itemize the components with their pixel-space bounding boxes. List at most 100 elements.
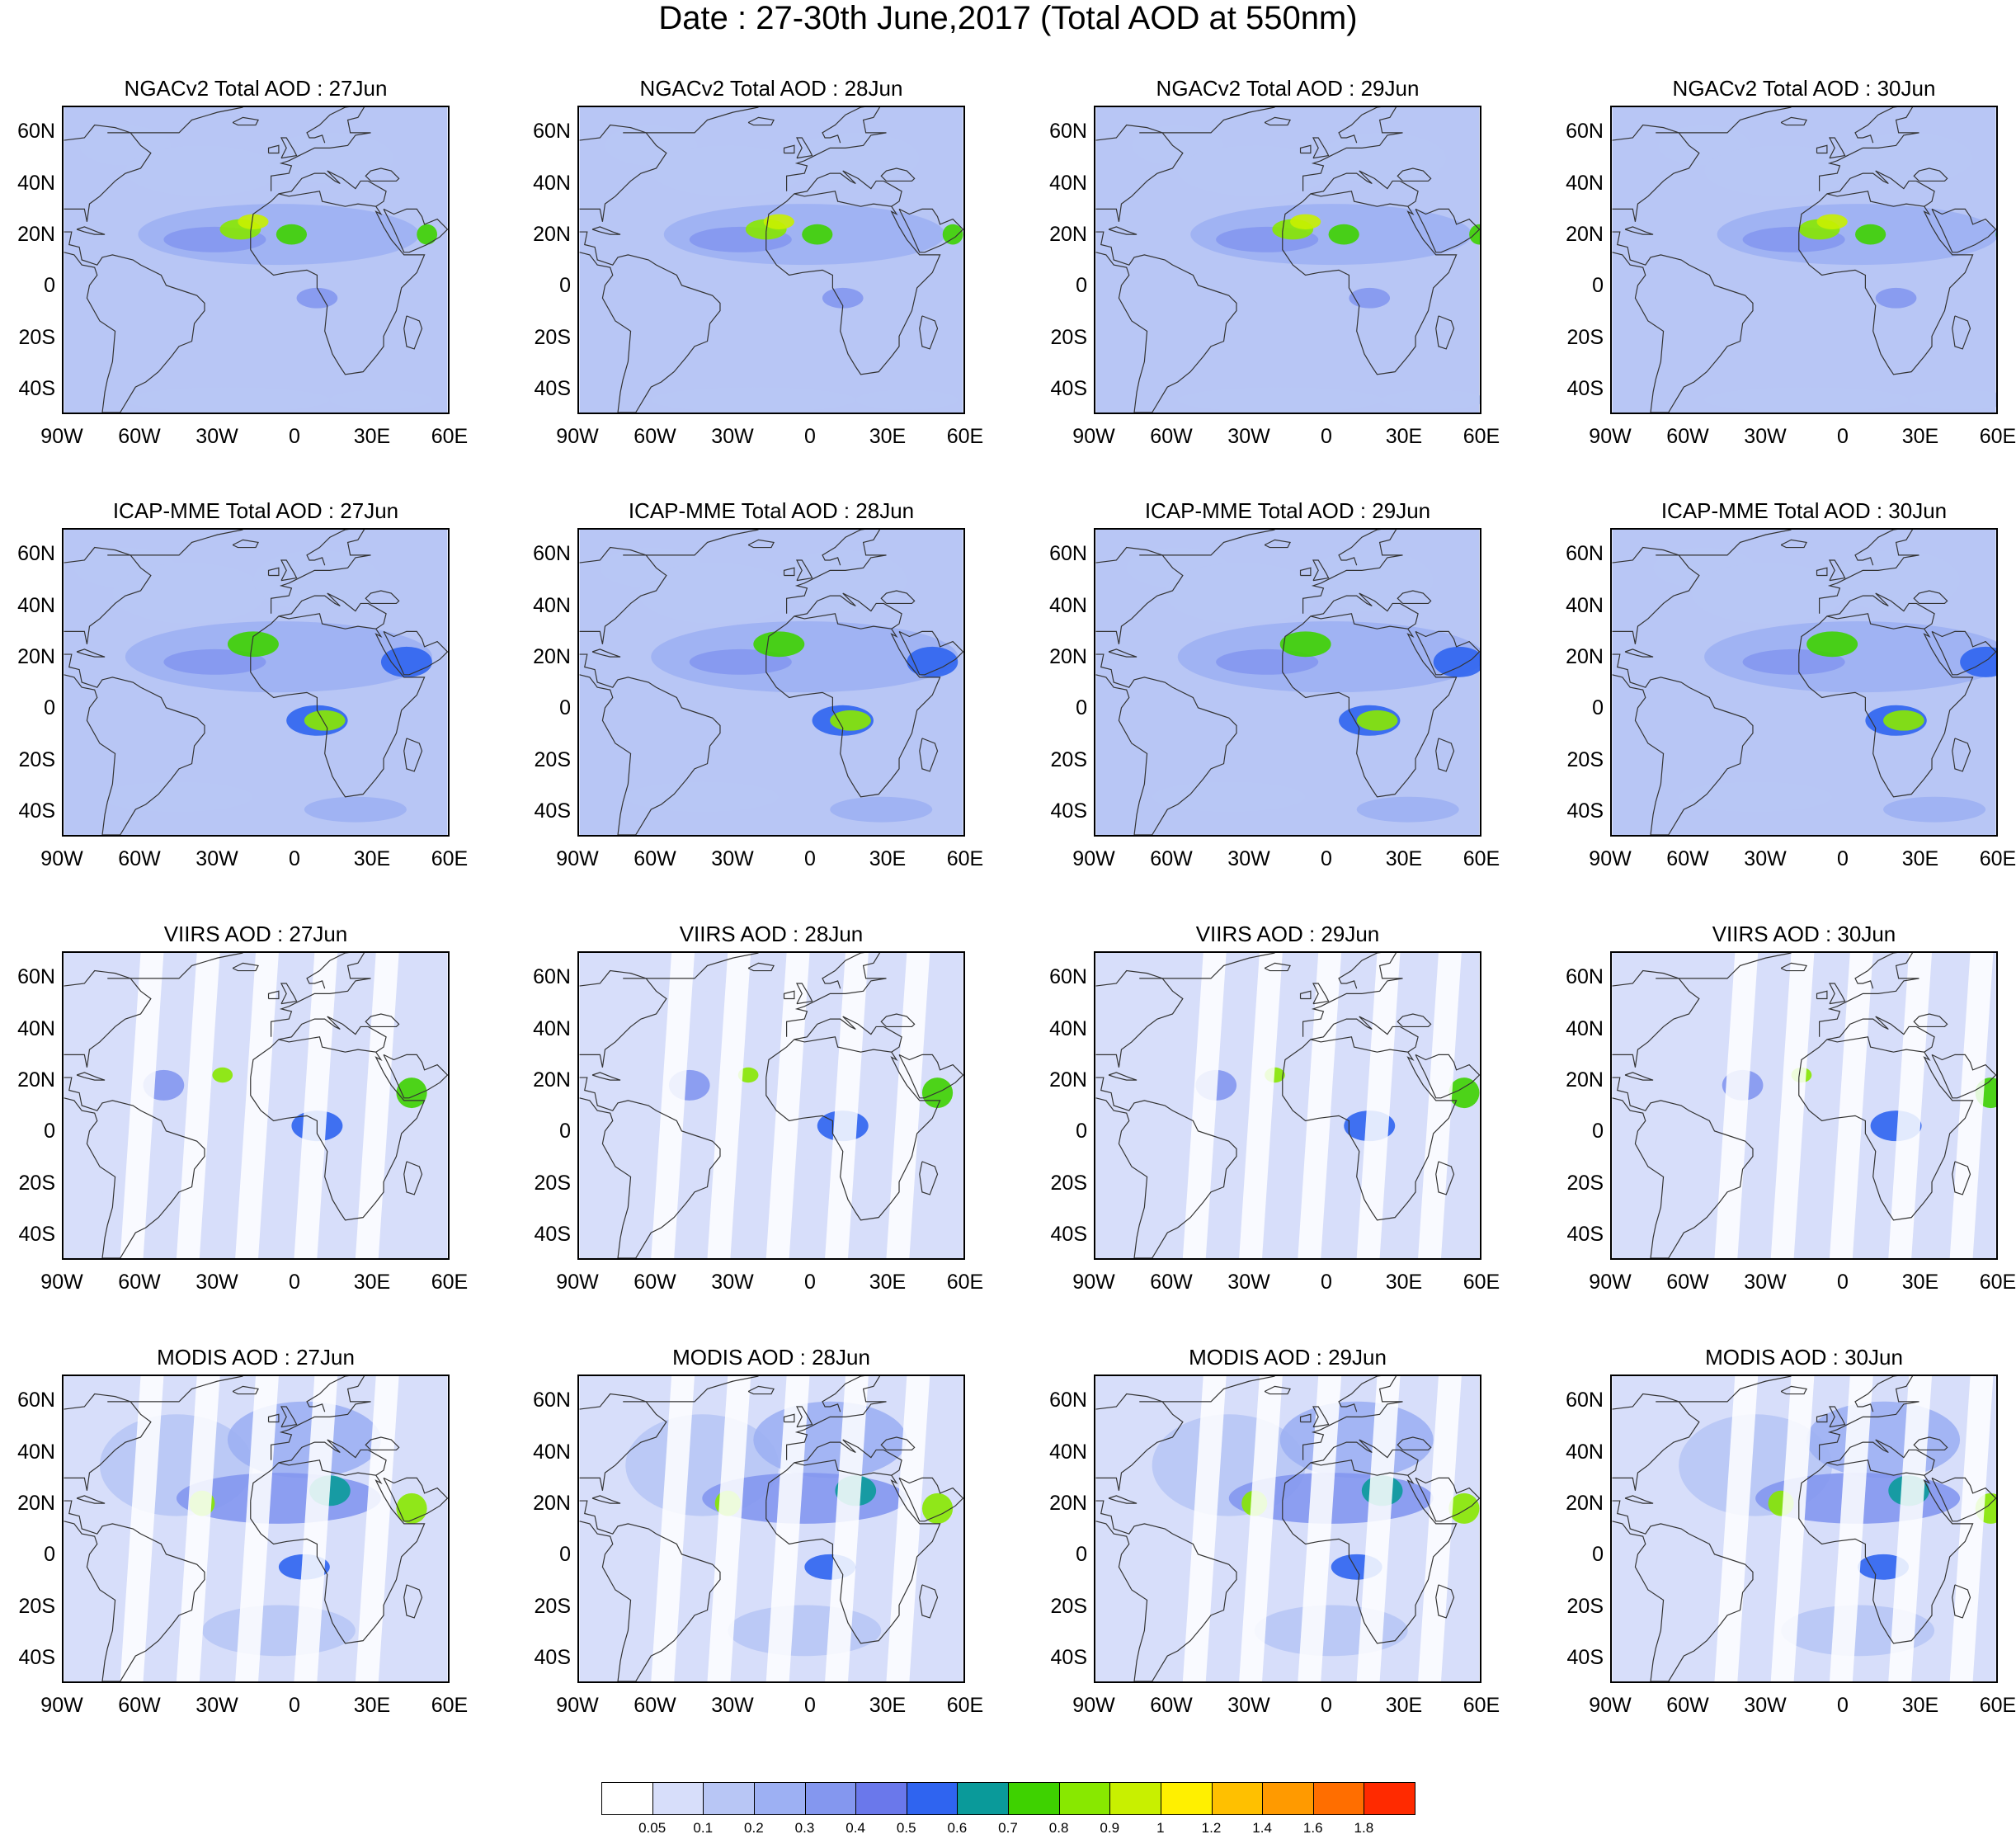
coastline xyxy=(267,567,280,577)
lon-tick-label: 30W xyxy=(1227,425,1270,448)
coastline xyxy=(64,1393,152,1491)
coastline xyxy=(1095,546,1184,644)
lon-tick-label: 30W xyxy=(711,1694,754,1717)
coastline xyxy=(1108,1072,1138,1081)
aod-patch xyxy=(99,781,253,813)
colorbar-label: 0.8 xyxy=(1048,1820,1069,1836)
coastline xyxy=(591,1495,621,1504)
coastline xyxy=(880,590,916,605)
lat-tick-label: 0 xyxy=(1076,696,1087,720)
coastline xyxy=(765,191,941,375)
aod-patch xyxy=(1806,631,1858,658)
coastline xyxy=(107,953,243,979)
aod-patch xyxy=(125,387,330,413)
coastline xyxy=(1397,590,1432,605)
aod-patch xyxy=(1995,231,1996,238)
coastline xyxy=(1139,107,1275,134)
coastline xyxy=(1913,1013,1948,1028)
lat-tick-label: 0 xyxy=(1592,696,1604,720)
swath-gap xyxy=(1239,1376,1283,1681)
aod-patch xyxy=(822,287,864,309)
lon-tick-label: 0 xyxy=(1837,847,1849,870)
swath-gap xyxy=(355,953,399,1258)
coastline xyxy=(1095,1500,1237,1681)
lon-tick-label: 60E xyxy=(1979,847,2016,870)
aod-patch xyxy=(1448,1492,1480,1524)
coastline xyxy=(1302,530,1403,614)
aod-patch xyxy=(1279,631,1331,658)
lat-tick-label: 40S xyxy=(1050,1645,1087,1669)
lon-tick-label: 60E xyxy=(946,847,984,870)
coastline xyxy=(232,1385,259,1395)
coastline xyxy=(280,983,298,1005)
lat-tick-label: 40N xyxy=(1566,171,1604,195)
coastline xyxy=(796,1406,813,1428)
lon-tick-label: 0 xyxy=(1321,1271,1332,1294)
lat-tick-label: 40S xyxy=(1566,1645,1604,1669)
colorbar-label: 1.8 xyxy=(1354,1820,1374,1836)
aod-map xyxy=(1610,1375,1998,1683)
coastline xyxy=(1624,226,1654,235)
lon-tick-label: 0 xyxy=(1837,425,1849,448)
lat-tick-label: 60N xyxy=(1049,542,1087,566)
lat-tick-label: 40S xyxy=(1050,376,1087,400)
coastline xyxy=(383,1054,448,1099)
lat-tick-label: 0 xyxy=(44,696,55,720)
lat-tick-label: 0 xyxy=(559,1120,571,1143)
coastline xyxy=(1829,983,1846,1005)
aod-patch xyxy=(304,796,407,823)
lat-tick-label: 0 xyxy=(44,274,55,298)
aod-patch xyxy=(1816,214,1848,229)
panel-title: ICAP-MME Total AOD : 29Jun xyxy=(1144,498,1431,523)
aod-patch xyxy=(1279,1401,1434,1478)
aod-map xyxy=(577,528,965,837)
aod-patch xyxy=(1382,389,1480,410)
coastline xyxy=(919,738,939,772)
lon-tick-label: 30W xyxy=(1744,425,1787,448)
lon-tick-label: 30W xyxy=(195,425,238,448)
lon-tick-label: 30W xyxy=(1744,1694,1787,1717)
lon-tick-label: 60W xyxy=(1666,1694,1709,1717)
lon-tick-label: 90W xyxy=(40,1271,83,1294)
lon-tick-label: 60E xyxy=(1463,425,1500,448)
lon-tick-label: 60E xyxy=(946,425,984,448)
coastline xyxy=(579,969,667,1068)
coastline xyxy=(250,1459,426,1644)
lat-tick-label: 40S xyxy=(534,1645,571,1669)
coastline xyxy=(1415,630,1480,676)
lon-tick-label: 60E xyxy=(1979,1694,2016,1717)
lon-tick-label: 0 xyxy=(1837,1694,1849,1717)
panel-title: NGACv2 Total AOD : 29Jun xyxy=(1156,76,1420,101)
coastline xyxy=(278,1016,387,1053)
coastline xyxy=(1952,315,1971,350)
coastline xyxy=(747,539,775,549)
coastline xyxy=(1826,1439,1935,1476)
colorbar-box xyxy=(906,1782,959,1815)
coastline xyxy=(1397,1013,1432,1028)
coastline xyxy=(1798,1036,1974,1221)
coastline xyxy=(1139,1376,1275,1403)
swath-gap xyxy=(1829,1376,1873,1681)
aod-map xyxy=(577,1375,965,1683)
lat-tick-label: 0 xyxy=(1076,1543,1087,1567)
aod-map xyxy=(1094,1375,1481,1683)
aod-map xyxy=(62,1375,450,1683)
lat-tick-label: 40S xyxy=(18,1645,55,1669)
lon-tick-label: 90W xyxy=(556,425,599,448)
lon-tick-label: 0 xyxy=(1321,425,1332,448)
lon-tick-label: 30E xyxy=(869,1271,907,1294)
lon-tick-label: 60W xyxy=(1150,425,1193,448)
aod-patch xyxy=(737,1067,759,1083)
coastline xyxy=(365,167,400,182)
coastline xyxy=(579,546,667,644)
lat-tick-label: 20N xyxy=(533,222,571,246)
lon-tick-label: 60W xyxy=(118,1271,161,1294)
lat-tick-label: 60N xyxy=(17,1389,55,1412)
map-panel: NGACv2 Total AOD : 29Jun 60N 40N 20N 0 20S 40S… xyxy=(1049,76,1500,447)
lon-tick-label: 90W xyxy=(1589,847,1632,870)
colorbar-box xyxy=(753,1782,806,1815)
coastline xyxy=(1108,648,1138,658)
lon-tick-label: 30E xyxy=(353,1694,391,1717)
coastline xyxy=(64,546,152,644)
lon-tick-label: 30E xyxy=(1385,1694,1423,1717)
